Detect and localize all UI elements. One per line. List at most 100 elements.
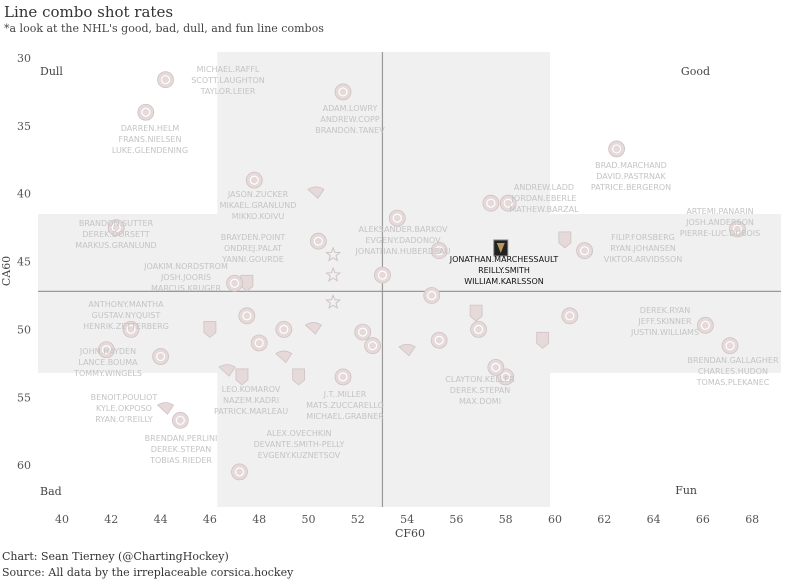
player-name: HENRIK.ZETTERBERG <box>83 322 169 331</box>
player-name: MICHAEL.RAFFL <box>197 65 260 74</box>
y-tick-label: 55 <box>17 391 31 404</box>
x-tick-label: 56 <box>449 513 463 526</box>
combo-label: JOAKIM.NORDSTROM JOSH.JOORIS MARCUS.KRUGER <box>143 262 228 293</box>
player-name: DEREK.RYAN <box>640 306 690 315</box>
player-name: TOBIAS.RIEDER <box>149 456 212 465</box>
player-name: MARKUS.GRANLUND <box>75 241 156 250</box>
player-name: ALEKSANDER.BARKOV <box>359 225 448 234</box>
player-name: JONATHAN.MARCHESSAULT <box>449 255 559 264</box>
chart-title: Line combo shot rates <box>4 3 174 21</box>
stars-logo-icon <box>325 246 342 262</box>
islanders-logo-icon <box>482 194 500 212</box>
player-name: ONDREJ.PALAT <box>224 244 282 253</box>
stars-logo-icon <box>325 293 342 310</box>
player-name: TAYLOR.LEIER <box>200 87 256 96</box>
combo-label: ANTHONY.MANTHA GUSTAV.NYQUIST HENRIK.ZETTE… <box>83 300 169 331</box>
y-tick-label: 45 <box>17 256 31 269</box>
canadiens-logo-icon <box>721 337 739 355</box>
lightning-logo-icon <box>309 232 327 250</box>
player-name: JORDAN.EBERLE <box>511 194 577 203</box>
combo-label: ANDREW.LADD JORDAN.EBERLE MATHEW.BARZAL <box>509 183 579 214</box>
jets-logo-icon <box>275 320 293 338</box>
player-name: JUSTIN.WILLIAMS <box>630 328 699 337</box>
player-name: GUSTAV.NYQUIST <box>92 311 161 320</box>
player-name: JOHN.HAYDEN <box>79 347 136 356</box>
coyotes-logo-icon <box>171 411 189 429</box>
player-name: J.T..MILLER <box>323 390 367 399</box>
player-name: VIKTOR.ARVIDSSON <box>604 255 682 264</box>
combo-label: JOHN.HAYDEN LANCE.BOUMA TOMMY.WINGELS <box>73 347 142 378</box>
player-name: BRENDAN.GALLAGHER <box>687 356 778 365</box>
x-tick-label: 64 <box>647 513 661 526</box>
player-name: ARTEMI.PANARIN <box>686 207 753 216</box>
player-name: WILLIAM.KARLSSON <box>464 277 544 286</box>
kings-logo-icon <box>469 304 483 322</box>
player-name: RYAN.JOHANSEN <box>610 244 676 253</box>
credit-source: Source: All data by the irreplaceable co… <box>2 566 294 579</box>
combo-label: BRANDON.SUTTER DEREK.DORSETT MARKUS.GRANLU… <box>75 219 156 250</box>
combo-label: ALEKSANDER.BARKOV EVGENY.DADONOV JONATHAN.… <box>355 225 451 256</box>
player-name: JOSH.ANDERSON <box>685 218 754 227</box>
bruins-logo-icon <box>608 140 626 158</box>
player-name: TOMAS.PLEKANEC <box>696 378 770 387</box>
x-tick-label: 50 <box>302 513 316 526</box>
combo-label: LEO.KOMAROV NAZEM.KADRI PATRICK.MARLEAU <box>214 385 288 416</box>
combo-label: BRAD.MARCHAND DAVID.PASTRNAK PATRICE.BERGE… <box>591 161 671 192</box>
combo-label: JASON.ZUCKER MIKAEL.GRANLUND MIKKO.KOIVU <box>220 190 297 221</box>
player-name: LANCE.BOUMA <box>78 358 138 367</box>
player-name: DEVANTE.SMITH-PELLY <box>254 440 345 449</box>
player-name: JASON.ZUCKER <box>227 190 289 199</box>
x-tick-label: 58 <box>499 513 513 526</box>
combo-label: MICHAEL.RAFFL SCOTT.LAUGHTON TAYLOR.LEIER <box>191 65 265 96</box>
capitals-logo-icon <box>499 194 517 212</box>
player-name: MIKKO.KOIVU <box>232 212 285 221</box>
red-wings-logo-icon <box>137 103 155 121</box>
combo-label: ALEX.OVECHKIN DEVANTE.SMITH-PELLY EVGENY.K… <box>254 429 345 460</box>
player-name: BRAYDEN.POINT <box>221 233 286 242</box>
red-wings-logo-icon <box>152 348 170 365</box>
combo-labels: MICHAEL.RAFFL SCOTT.LAUGHTON TAYLOR.LEIER A… <box>73 65 779 465</box>
player-name: BRENDAN.PERLINI <box>145 434 218 443</box>
player-name: EVGENY.DADONOV <box>365 236 441 245</box>
blue-jackets-logo-icon <box>729 220 746 238</box>
blackhawks-logo-icon <box>122 320 140 338</box>
combo-label: DEREK.RYAN JEFF.SKINNER JUSTIN.WILLIAMS <box>630 306 699 337</box>
panthers-logo-icon <box>364 337 381 355</box>
x-axis-label: CF60 <box>395 527 425 540</box>
combo-label: CLAYTON.KELLER DEREK.STEPAN MAX.DOMI <box>445 375 515 406</box>
blue-jackets-logo-icon <box>430 242 448 260</box>
x-axis-ticks: 40 42 44 46 48 50 52 54 56 58 60 62 64 66 68 <box>55 513 759 526</box>
combo-label: ADAM.LOWRY ANDREW.COPP BRANDON.TANEV <box>315 104 385 135</box>
quadrant-label-fun: Fun <box>675 484 697 497</box>
y-tick-label: 40 <box>17 188 31 201</box>
sabres-logo-icon <box>156 402 175 415</box>
combo-label: BENOIT.POULIOT KYLE.OKPOSO RYAN.O'REILLY <box>91 393 158 424</box>
player-name: MAX.DOMI <box>459 397 501 406</box>
player-name: LEO.KOMAROV <box>222 385 281 394</box>
player-name: PATRICK.MARLEAU <box>214 407 288 416</box>
player-name: TOMMY.WINGELS <box>73 369 142 378</box>
blues-logo-icon <box>307 186 325 199</box>
player-name: RYAN.O'REILLY <box>95 415 153 424</box>
player-name: BRANDON.SUTTER <box>79 219 154 228</box>
player-name: MIKAEL.GRANLUND <box>220 201 297 210</box>
player-name: ALEX.OVECHKIN <box>267 429 332 438</box>
oilers-logo-icon <box>354 323 372 341</box>
quadrant-label-bad: Bad <box>40 485 62 498</box>
player-name: NAZEM.KADRI <box>223 396 279 405</box>
player-name: JOSH.JOORIS <box>160 273 211 282</box>
combo-label: J.T..MILLER MATS.ZUCCARELLO MICHAEL.GRABNE… <box>306 390 384 421</box>
player-name: MARCUS.KRUGER <box>151 284 222 293</box>
combo-label: BRAYDEN.POINT ONDREJ.PALAT YANNI.GOURDE <box>221 233 286 264</box>
player-name: ADAM.LOWRY <box>323 104 378 113</box>
x-tick-label: 62 <box>597 513 611 526</box>
penguins-logo-icon <box>398 343 416 357</box>
hurricanes-logo-icon <box>696 316 714 334</box>
player-name: DAVID.PASTRNAK <box>596 172 666 181</box>
x-tick-label: 54 <box>400 513 414 526</box>
maple-leafs-logo-icon <box>558 231 572 249</box>
scatter-plot: 40 42 44 46 48 50 52 54 56 58 60 62 64 66 68 30 35 40 45 5… <box>0 52 781 540</box>
x-tick-label: 44 <box>154 513 168 526</box>
player-name: EVGENY.KUZNETSOV <box>258 451 341 460</box>
jets-logo-icon <box>250 334 268 352</box>
